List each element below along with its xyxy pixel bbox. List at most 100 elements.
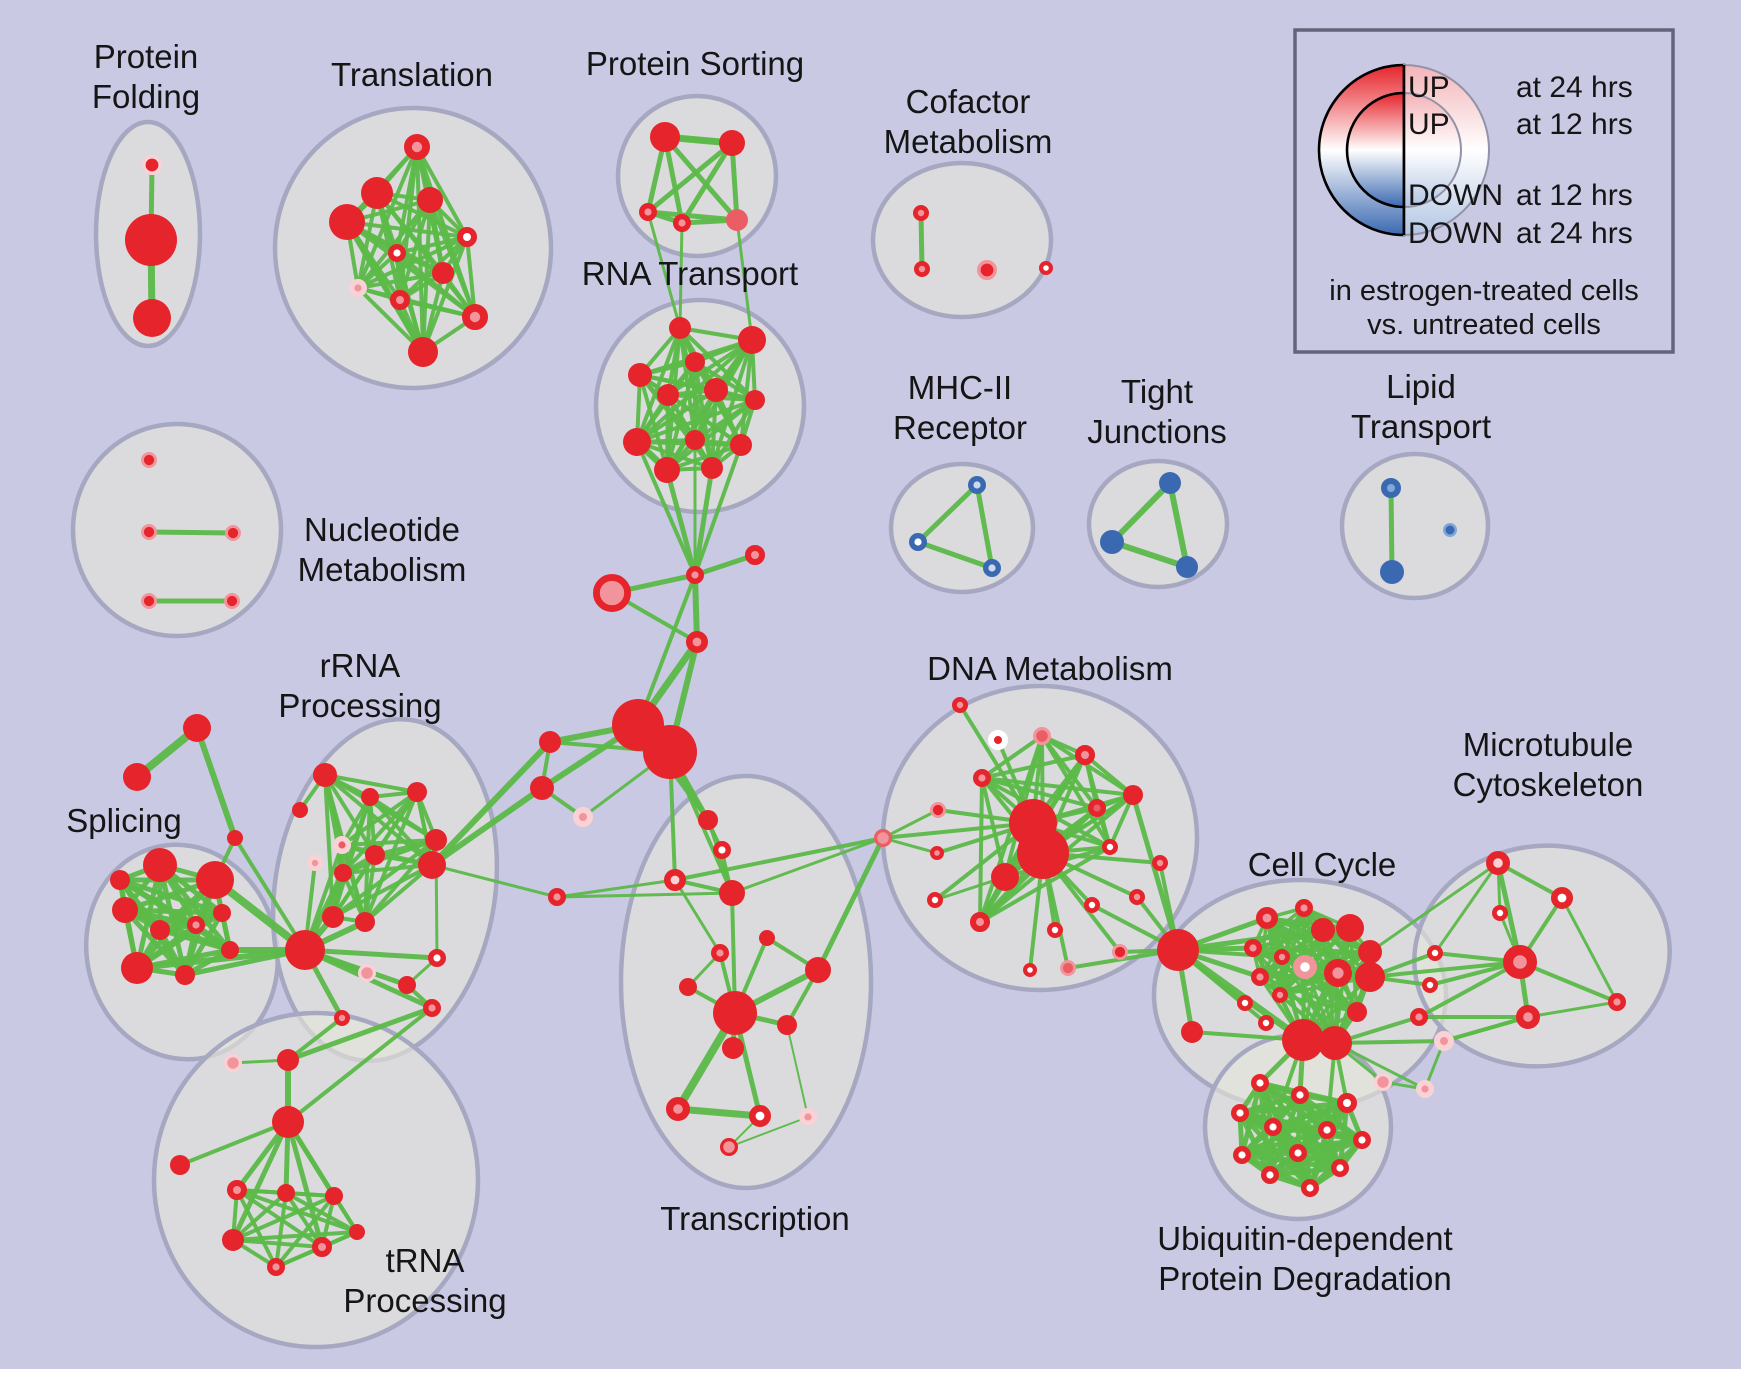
node-ub12[interactable] <box>1300 1178 1319 1197</box>
node-ch3[interactable] <box>592 573 631 612</box>
node-t5[interactable] <box>457 227 477 247</box>
node-sp10[interactable] <box>213 904 231 922</box>
node-r9[interactable] <box>425 829 447 851</box>
node-tj1[interactable] <box>1159 472 1181 494</box>
node-ub5[interactable] <box>1263 1117 1282 1136</box>
node-r10[interactable] <box>285 930 325 970</box>
node-tx13[interactable] <box>748 1105 771 1128</box>
node-tl[interactable] <box>170 1155 190 1175</box>
node-tx3[interactable] <box>663 868 686 891</box>
node-sp4[interactable] <box>112 897 138 923</box>
node-rt4[interactable] <box>628 363 652 387</box>
node-rt11[interactable] <box>654 457 680 483</box>
node-r6[interactable] <box>306 855 323 872</box>
node-dm21[interactable] <box>1022 962 1037 977</box>
node-cc12[interactable] <box>1237 995 1254 1012</box>
node-tq7[interactable] <box>349 1224 365 1240</box>
node-tx4[interactable] <box>719 880 745 906</box>
node-cch[interactable] <box>1157 929 1199 971</box>
node-cc6[interactable] <box>1243 939 1262 958</box>
node-cc4[interactable] <box>1336 914 1364 942</box>
node-pf2[interactable] <box>125 214 177 266</box>
node-dm17[interactable] <box>1084 897 1101 914</box>
node-nm2[interactable] <box>141 524 158 541</box>
node-mh1[interactable] <box>968 476 987 495</box>
node-nm3[interactable] <box>225 525 242 542</box>
node-tu[interactable] <box>277 1049 299 1071</box>
node-ps3[interactable] <box>639 202 658 221</box>
node-cc16[interactable] <box>1318 1026 1352 1060</box>
node-sp6[interactable] <box>186 916 205 935</box>
node-cc10[interactable] <box>1355 962 1385 992</box>
node-ch1[interactable] <box>686 566 705 585</box>
node-ub10[interactable] <box>1330 1158 1349 1177</box>
node-r1[interactable] <box>313 763 337 787</box>
node-ub11[interactable] <box>1260 1165 1279 1184</box>
node-sp5[interactable] <box>150 920 170 940</box>
node-cc5[interactable] <box>1358 940 1382 964</box>
node-tp[interactable] <box>223 1053 242 1072</box>
node-r13[interactable] <box>398 976 416 994</box>
node-tx6[interactable] <box>711 944 730 963</box>
node-ub1[interactable] <box>1250 1073 1269 1092</box>
node-rt9[interactable] <box>685 430 705 450</box>
node-dm7[interactable] <box>1087 799 1106 818</box>
node-sp9[interactable] <box>221 941 239 959</box>
node-tx9[interactable] <box>805 957 831 983</box>
node-ch2[interactable] <box>745 545 765 565</box>
node-cr4[interactable] <box>1434 1031 1454 1051</box>
node-lp3[interactable] <box>1443 523 1458 538</box>
node-t8[interactable] <box>349 279 368 298</box>
node-rt8[interactable] <box>623 428 651 456</box>
node-r3[interactable] <box>407 782 427 802</box>
node-r14[interactable] <box>428 949 447 968</box>
node-pf3[interactable] <box>133 299 171 337</box>
node-cc13[interactable] <box>1272 987 1289 1004</box>
node-st2[interactable] <box>123 763 151 791</box>
node-cr3[interactable] <box>1409 1008 1428 1027</box>
node-dm23[interactable] <box>952 697 969 714</box>
node-ub6[interactable] <box>1317 1120 1336 1139</box>
node-lp2[interactable] <box>1380 560 1404 584</box>
node-t4[interactable] <box>329 204 365 240</box>
node-cf3[interactable] <box>976 259 997 280</box>
node-dm18[interactable] <box>1129 889 1146 906</box>
node-t9[interactable] <box>390 290 410 310</box>
node-nm4[interactable] <box>141 593 158 610</box>
node-tj3[interactable] <box>1176 556 1198 578</box>
node-cc15[interactable] <box>1282 1019 1324 1061</box>
node-dm20[interactable] <box>1059 960 1076 977</box>
node-dm1[interactable] <box>988 730 1008 750</box>
node-cr1[interactable] <box>1427 945 1444 962</box>
node-rt3[interactable] <box>685 352 705 372</box>
node-cr6[interactable] <box>1373 1072 1392 1091</box>
node-dm3[interactable] <box>1075 745 1095 765</box>
node-rt1[interactable] <box>669 317 691 339</box>
node-r11[interactable] <box>322 906 344 928</box>
node-cc0[interactable] <box>1181 1021 1203 1043</box>
node-t2[interactable] <box>361 177 393 209</box>
node-cr5[interactable] <box>1415 1079 1434 1098</box>
node-ps1[interactable] <box>650 122 680 152</box>
node-th[interactable] <box>272 1106 304 1138</box>
node-b3[interactable] <box>573 807 593 827</box>
node-dm4[interactable] <box>973 769 992 788</box>
node-nm5[interactable] <box>224 593 241 610</box>
node-cc8[interactable] <box>1292 954 1317 979</box>
node-rt6[interactable] <box>657 384 679 406</box>
node-nm1[interactable] <box>141 452 158 469</box>
node-tj2[interactable] <box>1100 530 1124 554</box>
node-dm22[interactable] <box>1111 944 1128 961</box>
node-t3[interactable] <box>417 187 443 213</box>
node-r4[interactable] <box>292 802 308 818</box>
node-sp7[interactable] <box>121 952 153 984</box>
node-tx8[interactable] <box>713 991 757 1035</box>
node-ub7[interactable] <box>1352 1130 1371 1149</box>
node-tx2[interactable] <box>713 841 732 860</box>
node-mt6[interactable] <box>1607 993 1626 1012</box>
node-dm12[interactable] <box>991 863 1019 891</box>
node-mh3[interactable] <box>983 559 1002 578</box>
node-sp1[interactable] <box>143 848 177 882</box>
node-b2[interactable] <box>530 776 554 800</box>
node-r16[interactable] <box>423 999 442 1018</box>
